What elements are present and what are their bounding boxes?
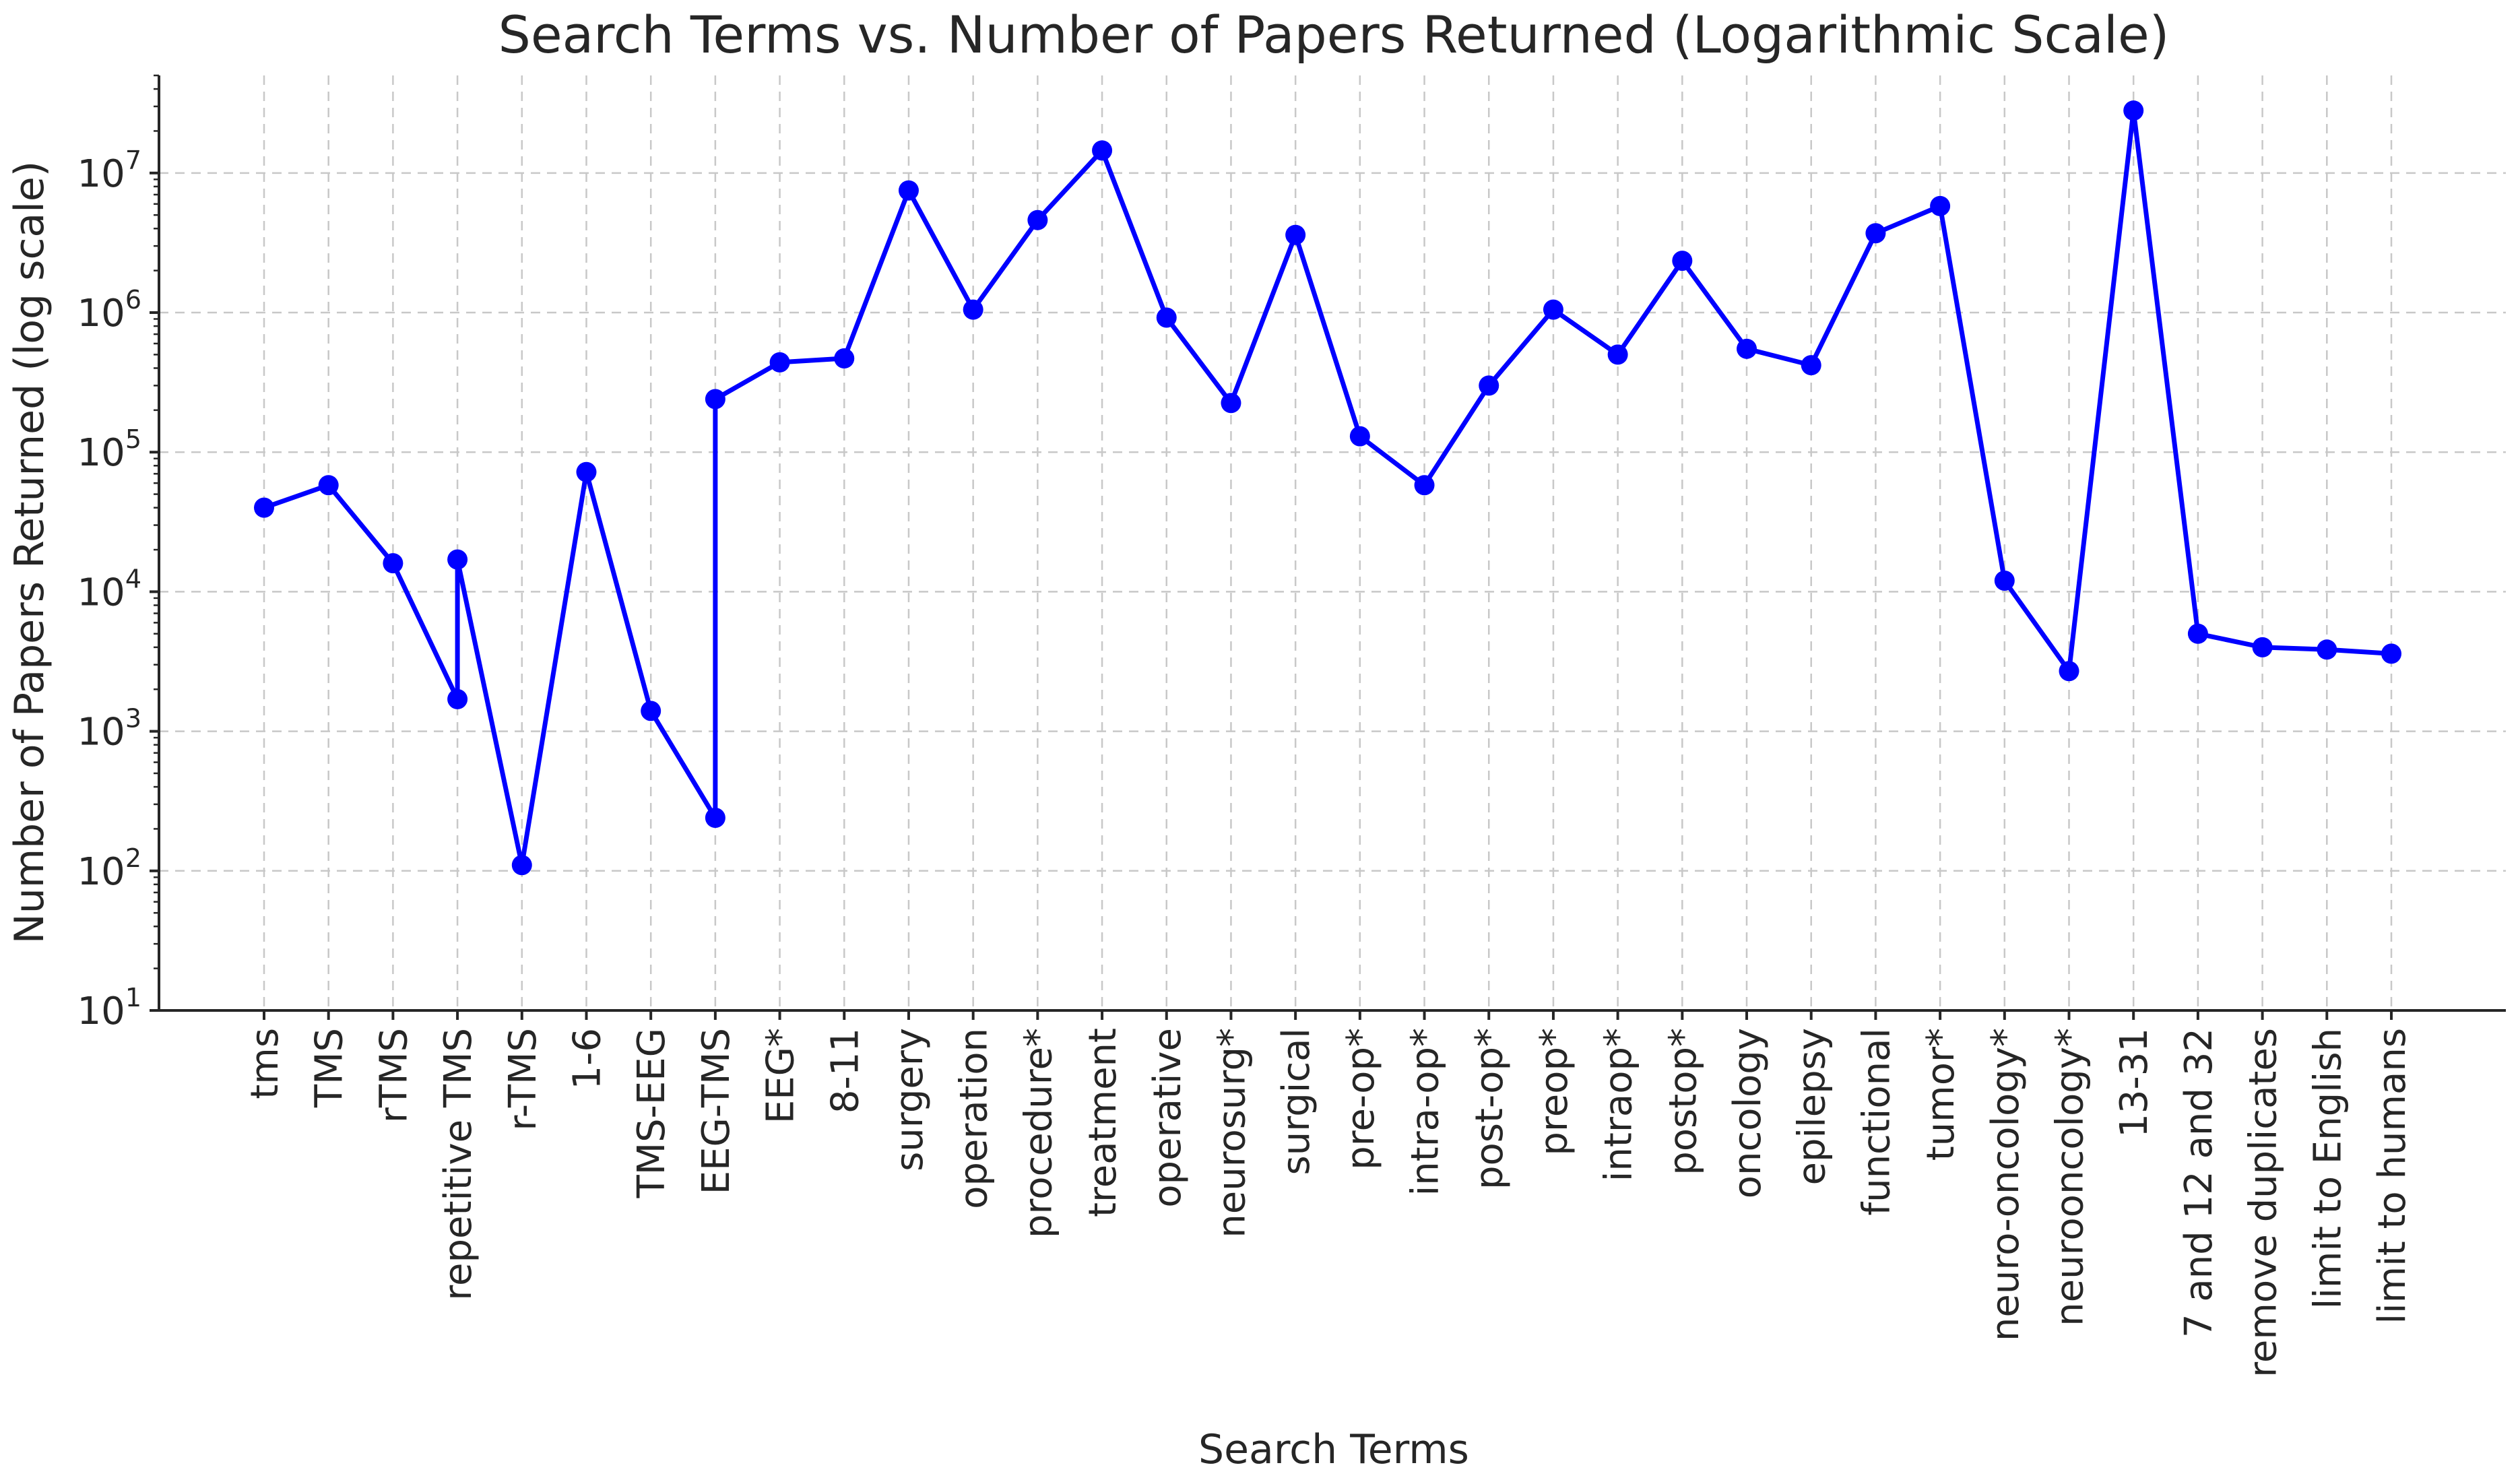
data-point-tms-eeg: [641, 701, 661, 721]
data-point-neurosurg: [1221, 393, 1241, 414]
x-tick-label-8-11: 8-11: [823, 1028, 867, 1114]
data-point-eeg-tms: [705, 808, 725, 829]
x-tick-label-1-6: 1-6: [565, 1028, 609, 1089]
x-tick-label-operation: operation: [952, 1028, 996, 1209]
x-tick-label-eeg: EEG*: [759, 1028, 803, 1124]
x-tick-label-rtms: rTMS: [372, 1028, 416, 1123]
x-tick-label-limit-to-english: limit to English: [2306, 1028, 2350, 1309]
y-tick-label: 107: [77, 146, 141, 196]
data-point-eeg: [769, 352, 790, 373]
data-point-operative: [1156, 307, 1177, 328]
data-point-tumor: [1930, 195, 1951, 216]
x-tick-label-13-31: 13-31: [2112, 1028, 2156, 1138]
ticks-layer: [150, 74, 2393, 1020]
data-point-surgical: [1285, 224, 1306, 245]
x-tick-label-remove-duplicates: remove duplicates: [2242, 1028, 2286, 1378]
x-tick-label-tms: TMS: [308, 1028, 352, 1108]
x-tick-label-post-op: post-op*: [1468, 1028, 1512, 1190]
grid-layer: [159, 75, 2506, 1010]
labels-layer: 101 102 103 104 105 106 107 tms TMS rTMS repetitiv…: [77, 146, 2414, 1378]
x-tick-label-operative: operative: [1146, 1028, 1190, 1208]
x-tick-label-7-and-12-and-32: 7 and 12 and 32: [2177, 1028, 2221, 1338]
x-tick-label-surgical: surgical: [1274, 1028, 1318, 1175]
y-axis-label: Number of Papers Returned (log scale): [6, 161, 53, 944]
data-point-limit-to-humans: [2381, 643, 2401, 664]
x-tick-label-neurooncology: neurooncology*: [2048, 1028, 2092, 1326]
data-point-tms: [318, 475, 339, 496]
x-tick-label-pre-op: pre-op*: [1339, 1028, 1383, 1170]
data-point-treatment: [1092, 140, 1113, 161]
axes-layer: [158, 75, 2506, 1012]
y-tick-label: 101: [77, 983, 141, 1033]
data-point-8-11: [834, 348, 855, 368]
y-tick-label: 105: [77, 424, 141, 475]
x-tick-label-procedure: procedure*: [1016, 1028, 1060, 1238]
data-point-repetitive-tms: [447, 549, 468, 570]
data-point-eeg-tms: [705, 389, 725, 410]
x-tick-label-neuro-oncology: neuro-oncology*: [1984, 1028, 2028, 1341]
x-tick-label-functional: functional: [1854, 1028, 1898, 1216]
data-point-neuro-oncology: [1994, 571, 2015, 591]
x-tick-label-tms-eeg: TMS-EEG: [630, 1028, 674, 1198]
data-point-intraop: [1607, 344, 1628, 365]
data-point-r-tms: [511, 855, 532, 876]
data-point-13-31: [2123, 100, 2144, 121]
x-tick-label-neurosurg: neurosurg*: [1210, 1028, 1254, 1238]
data-point-limit-to-english: [2317, 639, 2337, 660]
data-point-rtms: [383, 553, 403, 574]
x-tick-label-eeg-tms: EEG-TMS: [694, 1028, 738, 1194]
data-point-epilepsy: [1801, 355, 1821, 376]
y-tick-label: 102: [77, 843, 141, 894]
x-tick-label-limit-to-humans: limit to humans: [2370, 1028, 2414, 1324]
data-point-postop: [1672, 251, 1693, 271]
data-point-surgery: [898, 180, 919, 201]
x-tick-label-r-tms: r-TMS: [501, 1028, 545, 1131]
x-tick-label-oncology: oncology: [1726, 1028, 1770, 1198]
x-tick-label-tms: tms: [243, 1028, 287, 1099]
data-point-remove-duplicates: [2252, 637, 2273, 657]
data-point-neurooncology: [2059, 661, 2079, 682]
chart-title: Search Terms vs. Number of Papers Return…: [498, 5, 2170, 65]
x-tick-label-treatment: treatment: [1081, 1028, 1125, 1217]
series-layer: [254, 100, 2401, 876]
x-tick-label-repetitive-tms: repetitive TMS: [437, 1028, 480, 1301]
data-point-7-and-12-and-32: [2187, 623, 2208, 644]
x-tick-label-postop: postop*: [1661, 1028, 1705, 1175]
data-point-pre-op: [1349, 426, 1370, 447]
x-tick-label-epilepsy: epilepsy: [1790, 1028, 1834, 1185]
x-axis-label: Search Terms: [1198, 1426, 1469, 1473]
x-tick-label-tumor: tumor*: [1919, 1028, 1963, 1161]
x-tick-label-preop: preop*: [1532, 1028, 1576, 1156]
data-point-functional: [1865, 223, 1886, 244]
data-point-operation: [963, 299, 983, 320]
data-point-procedure: [1027, 209, 1048, 230]
y-tick-label: 104: [77, 564, 141, 614]
data-point-1-6: [576, 461, 597, 482]
y-tick-label: 106: [77, 285, 141, 335]
data-point-oncology: [1737, 338, 1757, 359]
x-tick-label-surgery: surgery: [888, 1028, 932, 1171]
data-point-preop: [1543, 299, 1563, 320]
series-line: [263, 108, 2392, 868]
data-point-repetitive-tms: [447, 688, 468, 709]
y-tick-label: 103: [77, 704, 141, 754]
data-point-tms: [254, 497, 274, 518]
x-tick-label-intra-op: intra-op*: [1404, 1028, 1448, 1196]
x-tick-label-intraop: intraop*: [1597, 1028, 1641, 1182]
data-point-post-op: [1479, 375, 1499, 396]
data-point-intra-op: [1414, 475, 1435, 496]
